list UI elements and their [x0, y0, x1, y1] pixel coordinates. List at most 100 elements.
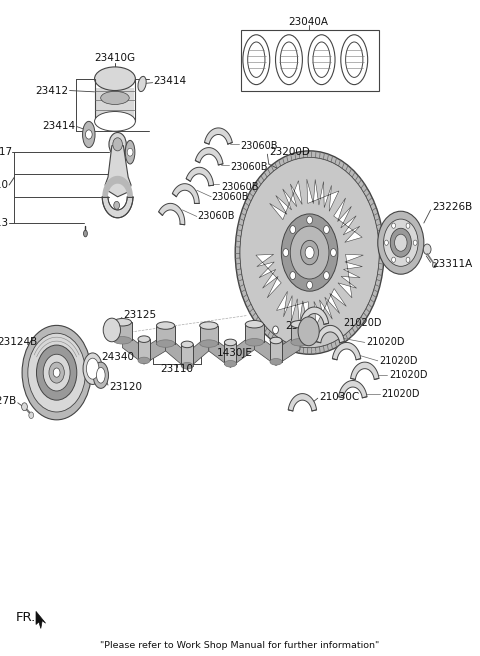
Bar: [291, 324, 309, 342]
Polygon shape: [187, 335, 209, 369]
Polygon shape: [186, 167, 214, 186]
Circle shape: [384, 240, 388, 245]
Text: 21020D: 21020D: [389, 370, 427, 380]
Polygon shape: [276, 291, 308, 326]
Circle shape: [307, 281, 312, 289]
Circle shape: [281, 214, 338, 291]
Text: 23414: 23414: [154, 76, 187, 87]
Ellipse shape: [113, 319, 132, 326]
Ellipse shape: [224, 361, 236, 367]
Ellipse shape: [83, 121, 95, 148]
Ellipse shape: [86, 358, 99, 379]
Circle shape: [290, 226, 296, 234]
Text: 23060B: 23060B: [230, 162, 268, 173]
Ellipse shape: [245, 321, 264, 328]
Circle shape: [406, 223, 410, 228]
Text: 23125: 23125: [123, 310, 156, 320]
Bar: [245, 324, 264, 342]
Bar: [96, 89, 134, 118]
Text: 23513: 23513: [0, 218, 9, 228]
Circle shape: [392, 223, 396, 228]
Polygon shape: [166, 335, 187, 369]
Ellipse shape: [181, 362, 193, 369]
Circle shape: [240, 157, 379, 348]
Bar: [138, 339, 150, 361]
Polygon shape: [307, 179, 339, 211]
Text: "Please refer to Work Shop Manual for further information": "Please refer to Work Shop Manual for fu…: [100, 641, 380, 650]
Text: 23222: 23222: [286, 321, 319, 331]
Circle shape: [22, 403, 27, 411]
Polygon shape: [350, 362, 379, 380]
Circle shape: [114, 201, 120, 209]
Ellipse shape: [84, 230, 87, 237]
Polygon shape: [158, 203, 185, 225]
Polygon shape: [102, 197, 133, 218]
Polygon shape: [172, 184, 199, 203]
Ellipse shape: [341, 35, 368, 85]
Circle shape: [413, 240, 417, 245]
Text: 23040A: 23040A: [288, 17, 329, 28]
Circle shape: [290, 226, 329, 279]
Text: FR.: FR.: [15, 611, 36, 625]
Circle shape: [113, 320, 117, 325]
Circle shape: [283, 249, 288, 256]
Ellipse shape: [95, 67, 135, 91]
Circle shape: [298, 317, 319, 346]
Circle shape: [392, 257, 396, 262]
Text: 23124B: 23124B: [0, 337, 37, 348]
Bar: [241, 30, 379, 91]
Ellipse shape: [308, 35, 335, 85]
Circle shape: [324, 226, 329, 234]
Text: 21020D: 21020D: [366, 337, 405, 348]
Ellipse shape: [181, 341, 193, 348]
Ellipse shape: [138, 76, 146, 92]
Circle shape: [290, 272, 296, 279]
Circle shape: [390, 228, 411, 257]
Polygon shape: [270, 180, 302, 220]
Circle shape: [432, 262, 436, 268]
Circle shape: [240, 157, 379, 348]
Polygon shape: [332, 342, 361, 360]
Polygon shape: [338, 255, 363, 298]
Polygon shape: [254, 333, 276, 365]
Polygon shape: [314, 289, 346, 325]
Text: 21020D: 21020D: [382, 388, 420, 399]
Ellipse shape: [224, 339, 236, 346]
Polygon shape: [195, 148, 223, 165]
Polygon shape: [288, 394, 317, 411]
Text: 24340: 24340: [101, 352, 134, 362]
Bar: [200, 325, 218, 344]
Text: 23060B: 23060B: [212, 192, 249, 202]
Ellipse shape: [280, 42, 298, 77]
Ellipse shape: [346, 42, 363, 77]
Ellipse shape: [248, 42, 265, 77]
Polygon shape: [256, 255, 281, 298]
Circle shape: [384, 219, 418, 266]
Ellipse shape: [291, 321, 309, 328]
Circle shape: [127, 148, 133, 156]
Ellipse shape: [156, 322, 175, 329]
Ellipse shape: [113, 337, 132, 344]
Polygon shape: [300, 307, 329, 325]
Circle shape: [43, 354, 70, 391]
Ellipse shape: [200, 340, 218, 347]
Polygon shape: [122, 331, 144, 364]
Text: 23200D: 23200D: [269, 147, 310, 157]
Ellipse shape: [138, 358, 150, 363]
Polygon shape: [102, 176, 133, 197]
Ellipse shape: [243, 35, 270, 85]
Circle shape: [324, 272, 329, 279]
Polygon shape: [230, 333, 254, 367]
Polygon shape: [334, 198, 362, 242]
Ellipse shape: [156, 340, 175, 347]
Ellipse shape: [138, 336, 150, 342]
Ellipse shape: [125, 140, 135, 164]
Text: 23060B: 23060B: [221, 182, 258, 192]
Ellipse shape: [101, 91, 129, 104]
Circle shape: [305, 247, 314, 258]
Ellipse shape: [83, 353, 102, 384]
Circle shape: [49, 362, 64, 383]
Circle shape: [53, 368, 60, 377]
Text: 23226B: 23226B: [432, 201, 472, 212]
Bar: [224, 342, 236, 363]
